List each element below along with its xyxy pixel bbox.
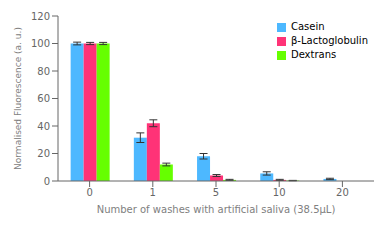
svg-text:5: 5 — [213, 187, 219, 198]
html-text:Casein: Casein — [290, 21, 325, 32]
svg-text:80: 80 — [37, 66, 50, 77]
svg-text:0: 0 — [86, 187, 92, 198]
svg-text:60: 60 — [37, 93, 50, 104]
svg-text:20: 20 — [336, 187, 349, 198]
html-text:Dextrans: Dextrans — [290, 49, 337, 60]
svg-text:100: 100 — [31, 38, 50, 49]
svg-text:40: 40 — [37, 121, 50, 132]
svg-text:10: 10 — [273, 187, 286, 198]
svg-text:120: 120 — [31, 11, 50, 22]
svg-text:Normalised Fluorescence (a. u.: Normalised Fluorescence (a. u.) — [13, 27, 23, 170]
svg-text:1: 1 — [150, 187, 156, 198]
svg-text:0: 0 — [44, 176, 50, 187]
svg-text:Number of washes with artifici: Number of washes with artificial saliva … — [97, 204, 336, 215]
svg-text:20: 20 — [37, 148, 50, 159]
html-text:β-Lactoglobulin: β-Lactoglobulin — [290, 35, 368, 46]
